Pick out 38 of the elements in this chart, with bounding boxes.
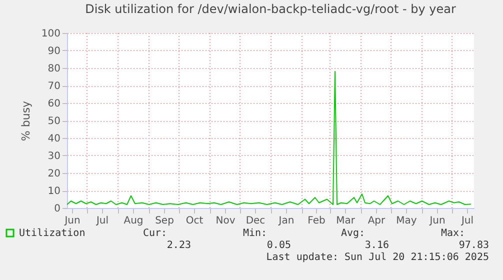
y-axis-title: % busy <box>19 100 32 142</box>
text: 2.23 <box>166 240 191 251</box>
x-tick-label: Jun <box>428 216 446 226</box>
x-tick-label: Dec <box>246 216 266 226</box>
x-tick-label: Oct <box>186 216 204 226</box>
y-tick-label: 20 <box>48 168 60 180</box>
chart-title: Disk utilization for /dev/wialon-backp-teliadc-vg/root - by year <box>85 2 456 16</box>
text: Avg: <box>340 228 366 239</box>
x-tick-label: Feb <box>308 216 326 226</box>
x-tick-label: Jun <box>64 216 80 226</box>
text: 97.83 <box>458 240 489 251</box>
text: Last update: Sun Jul 20 21:15:06 2025 <box>266 252 489 263</box>
x-tick-label: Jan <box>278 216 294 226</box>
text: Cur: <box>142 228 168 239</box>
y-tick-label: 10 <box>48 186 60 197</box>
y-tick-label: 100 <box>41 28 60 40</box>
x-tick-label: Jul <box>460 216 474 226</box>
y-tick-label: 70 <box>48 81 60 92</box>
x-tick-label: Apr <box>368 216 386 226</box>
y-tick-label: 90 <box>48 46 60 57</box>
text: 0.05 <box>266 240 291 251</box>
legend-label: Utilization <box>19 228 86 239</box>
x-tick-label: Jul <box>95 216 109 226</box>
y-tick-label: 50 <box>48 116 60 127</box>
line-series <box>66 71 472 205</box>
x-tick-label: Sep <box>155 216 174 226</box>
y-tick-label: 80 <box>48 64 60 74</box>
x-tick-label: Mar <box>336 216 356 226</box>
x-tick-label: Nov <box>216 216 236 226</box>
y-tick-label: 30 <box>48 151 60 162</box>
x-tick-label: Aug <box>124 216 144 226</box>
y-tick-label: 40 <box>48 134 60 144</box>
x-tick-label: May <box>396 216 417 226</box>
text: Max: <box>440 228 466 239</box>
text: Min: <box>242 228 268 239</box>
y-tick-label: 60 <box>48 98 60 110</box>
text: 3.16 <box>364 240 389 251</box>
y-tick-label: 0 <box>54 204 60 214</box>
